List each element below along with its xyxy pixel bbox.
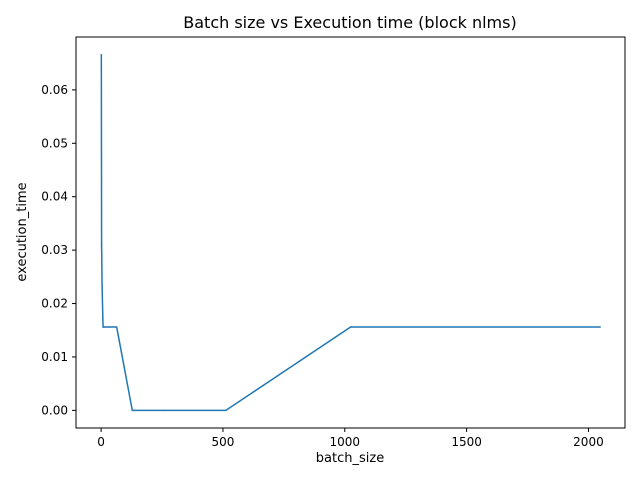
y-tick-label: 0.00: [41, 403, 68, 417]
axes-frame: [75, 36, 626, 429]
y-tick-label: 0.04: [41, 190, 68, 204]
data-point: [100, 242, 103, 245]
data-point: [599, 326, 601, 328]
data-point: [100, 53, 103, 56]
data-point: [131, 409, 134, 412]
y-tick-label: 0.05: [41, 136, 68, 150]
data-point: [101, 284, 103, 287]
x-tick-label: 1000: [330, 435, 361, 449]
x-tick-label: 1500: [451, 435, 482, 449]
y-tick-label: 0.02: [41, 297, 68, 311]
y-axis-label: execution_time: [15, 182, 30, 281]
x-tick-label: 0: [97, 435, 105, 449]
data-point: [108, 326, 110, 328]
ticks-layer: 0 500 1000 1500 2000 0.00 0.01 0.02 0.03 0.04 0.05…: [41, 83, 603, 449]
x-axis-label: batch_size: [316, 451, 384, 466]
series-line: [100, 54, 601, 412]
x-tick-label: 500: [211, 435, 234, 449]
data-point: [225, 409, 227, 412]
y-tick-label: 0.03: [41, 243, 68, 257]
x-tick-label: 2000: [573, 435, 604, 449]
data-point: [104, 326, 106, 328]
data-point: [162, 409, 165, 412]
plot-layer: [100, 53, 601, 412]
y-tick-label: 0.06: [41, 83, 68, 97]
data-point: [349, 326, 352, 328]
y-tick-label: 0.01: [41, 350, 68, 364]
data-point: [115, 326, 118, 328]
chart-title: Batch size vs Execution time (block nlms…: [183, 13, 516, 32]
data-point: [102, 326, 104, 328]
